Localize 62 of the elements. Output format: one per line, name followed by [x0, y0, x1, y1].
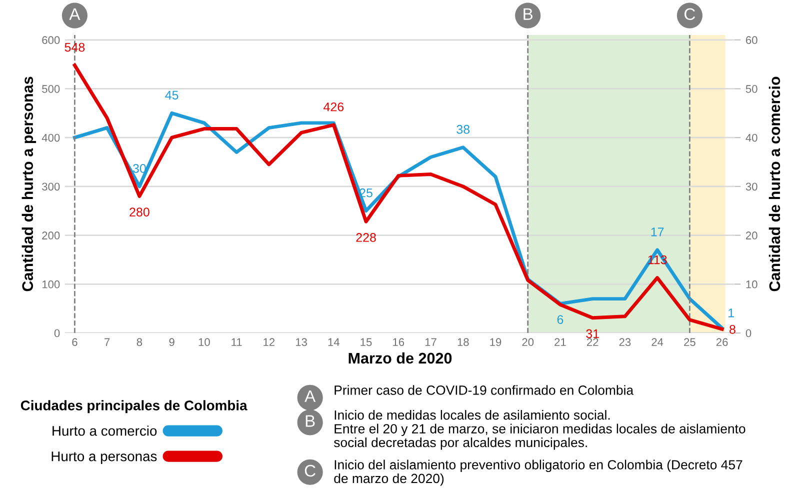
- text: Inicio del aislamiento preventivo obligatorio en Colombia (Decreto 457 de marzo de 2020): [334, 460, 742, 486]
- ref-line-label: A: [69, 8, 80, 20]
- data-label: 8: [730, 324, 736, 334]
- data-label: 228: [356, 233, 376, 242]
- text: A: [304, 390, 316, 402]
- data-label: 31: [586, 329, 599, 338]
- y-tick-label: 100: [42, 280, 60, 288]
- x-tick-label: 9: [169, 338, 174, 346]
- legend-title: Ciudades principales de Colombia: [20, 400, 248, 414]
- y2-tick-label: 40: [746, 134, 758, 142]
- data-label: 1: [728, 308, 734, 318]
- x-tick-label: 19: [490, 338, 502, 346]
- x-axis-title: Marzo de 2020: [348, 352, 452, 364]
- x-tick-label: 23: [619, 338, 631, 346]
- x-tick-label: 22: [586, 338, 598, 346]
- y2-tick-label: 10: [746, 280, 758, 288]
- y2-tick-label: 20: [746, 232, 758, 240]
- x-tick-label: 18: [458, 338, 469, 346]
- text: Inicio de medidas locales de asilamiento social. Entre el 20 y 21 de marzo, se iniciaron medidas locales de aislamiento social decretadas por alcaldes municipales.: [334, 410, 746, 450]
- x-tick-label: 17: [425, 338, 436, 346]
- x-tick-label: 15: [360, 338, 372, 346]
- y-tick-label: 400: [42, 134, 60, 142]
- data-label: 38: [456, 124, 470, 134]
- x-tick-label: 13: [296, 338, 307, 346]
- y2-tick-label: 60: [746, 36, 758, 44]
- data-label: 17: [651, 228, 664, 236]
- x-tick-label: 14: [328, 338, 340, 346]
- x-tick-label: 26: [716, 338, 728, 346]
- legend-label: Hurto a personas: [52, 452, 157, 464]
- data-label: 548: [64, 42, 85, 52]
- y-tick-label: 500: [42, 85, 60, 93]
- x-tick-label: 10: [198, 338, 210, 346]
- ref-line-label: B: [524, 8, 533, 20]
- x-tick-label: 11: [232, 338, 242, 346]
- y-tick-label: 600: [42, 36, 60, 44]
- data-label: 426: [324, 102, 344, 112]
- text: C: [304, 464, 316, 477]
- y-axis-title: Cantidad de hurto a personas: [22, 76, 36, 292]
- x-tick-label: 25: [684, 338, 696, 346]
- x-tick-label: 16: [393, 338, 404, 346]
- y-tick-label: 200: [42, 232, 60, 240]
- data-label: 45: [165, 90, 178, 100]
- x-tick-label: 20: [522, 338, 534, 346]
- x-tick-label: 8: [136, 338, 142, 346]
- x-tick-label: 6: [72, 338, 78, 346]
- x-tick-label: 12: [264, 338, 275, 346]
- data-label: 280: [130, 208, 150, 217]
- x-tick-label: 7: [104, 338, 110, 346]
- line-series: [72, 64, 724, 331]
- y-tick-label: 0: [54, 329, 60, 338]
- ref-line-label: C: [684, 8, 696, 20]
- legend-label: Hurto a comercio: [52, 426, 157, 436]
- text: B: [306, 415, 315, 427]
- text: Primer caso de COVID-19 confirmado en Colombia: [334, 385, 634, 395]
- y2-tick-label: 30: [746, 182, 758, 191]
- data-label: 6: [557, 315, 564, 324]
- y2-tick-label: 50: [746, 85, 758, 93]
- y2-axis-title: Cantidad de hurto a comercio: [768, 76, 780, 292]
- y-tick-label: 300: [42, 182, 60, 191]
- y2-tick-label: 0: [746, 329, 752, 338]
- x-tick-label: 24: [652, 338, 664, 346]
- x-tick-label: 21: [554, 338, 566, 346]
